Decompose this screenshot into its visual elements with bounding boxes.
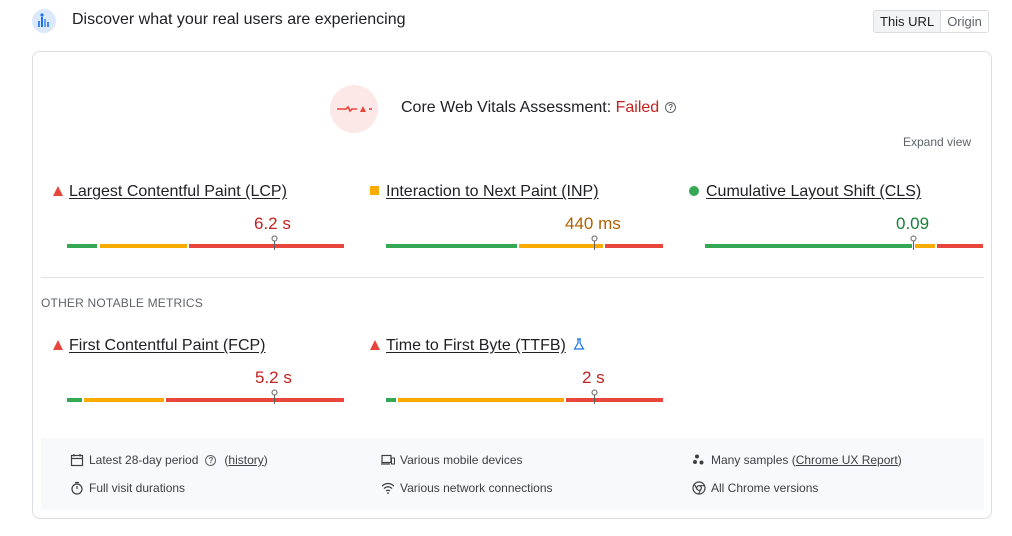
chrome-icon — [692, 481, 706, 495]
section-title: Discover what your real users are experi… — [72, 11, 406, 28]
metric-value: 0.09 — [896, 214, 930, 233]
good-segment — [67, 398, 82, 402]
metric-name[interactable]: First Contentful Paint (FCP) — [69, 337, 266, 354]
history-close: ) — [263, 453, 268, 467]
metric-value: 440 ms — [565, 214, 621, 233]
wifi-icon — [381, 482, 395, 494]
poor-segment — [189, 244, 344, 248]
crux-chart-icon — [32, 9, 56, 33]
needs-improvement-segment — [84, 398, 164, 402]
help-icon[interactable]: ? — [665, 102, 677, 113]
period-info: Latest 28-day period ? (history) — [70, 453, 268, 467]
assessment-status: Failed — [615, 99, 660, 116]
durations-info: Full visit durations — [70, 481, 185, 495]
metric-lcp: Largest Contentful Paint (LCP) 6.2 s — [53, 183, 353, 263]
assessment-label: Core Web Vitals Assessment: — [401, 99, 616, 116]
metric-name[interactable]: Time to First Byte (TTFB) — [386, 337, 566, 354]
this-url-button[interactable]: This URL — [874, 11, 942, 32]
versions-info: All Chrome versions — [692, 481, 818, 495]
metric-name[interactable]: Largest Contentful Paint (LCP) — [69, 183, 287, 200]
red-triangle-icon — [53, 340, 63, 350]
poor-segment — [937, 244, 983, 248]
poor-segment — [166, 398, 344, 402]
samples-icon — [693, 454, 704, 465]
assessment-title: Core Web Vitals Assessment: Failed? — [401, 99, 677, 117]
poor-segment — [605, 244, 663, 248]
needs-improvement-segment — [398, 398, 564, 402]
metric-cls: Cumulative Layout Shift (CLS) 0.09 — [689, 183, 989, 263]
p75-marker — [271, 389, 278, 404]
devices-info: Various mobile devices — [381, 453, 523, 467]
data-summary-footer: Latest 28-day period ? (history) Full vi… — [41, 438, 984, 510]
metric-fcp: First Contentful Paint (FCP) 5.2 s — [53, 337, 353, 417]
metric-ttfb: Time to First Byte (TTFB) 2 s — [370, 337, 670, 417]
devices-icon — [381, 454, 395, 465]
samples-suffix: ) — [897, 453, 902, 467]
other-metrics-heading: OTHER NOTABLE METRICS — [41, 296, 203, 310]
metric-name[interactable]: Cumulative Layout Shift (CLS) — [706, 183, 922, 200]
orange-square-icon — [370, 186, 379, 195]
origin-button[interactable]: Origin — [941, 11, 988, 32]
beaker-icon — [573, 338, 585, 350]
green-circle-icon — [689, 186, 699, 196]
help-icon[interactable]: ? — [205, 454, 217, 466]
good-segment — [705, 244, 912, 248]
network-info: Various network connections — [381, 481, 553, 495]
stopwatch-icon — [71, 481, 83, 495]
needs-improvement-segment — [519, 244, 603, 248]
network-text: Various network connections — [400, 481, 553, 495]
good-segment — [386, 244, 517, 248]
needs-improvement-segment — [915, 244, 935, 248]
good-segment — [386, 398, 396, 402]
divider — [41, 277, 984, 278]
calendar-icon — [70, 454, 84, 467]
p75-marker — [591, 235, 598, 250]
history-open: ( — [224, 453, 229, 467]
p75-marker — [591, 389, 598, 404]
failed-assessment-icon — [330, 85, 378, 133]
samples-prefix: Many samples ( — [711, 453, 796, 467]
url-origin-toggle: This URL Origin — [873, 10, 989, 33]
metric-value: 5.2 s — [255, 368, 292, 387]
durations-text: Full visit durations — [89, 481, 186, 495]
expand-view-link[interactable]: Expand view — [903, 135, 972, 149]
field-data-card: Core Web Vitals Assessment: Failed? Expa… — [32, 51, 992, 519]
p75-marker — [271, 235, 278, 250]
poor-segment — [566, 398, 663, 402]
red-triangle-icon — [370, 340, 380, 350]
history-link[interactable]: history — [228, 453, 264, 467]
red-triangle-icon — [53, 186, 63, 196]
period-text: Latest 28-day period — [89, 453, 199, 467]
versions-text: All Chrome versions — [711, 481, 819, 495]
devices-text: Various mobile devices — [400, 453, 523, 467]
metric-value: 2 s — [582, 368, 605, 387]
metric-value: 6.2 s — [254, 214, 291, 233]
metric-name[interactable]: Interaction to Next Paint (INP) — [386, 183, 599, 200]
crux-report-link[interactable]: Chrome UX Report — [795, 453, 898, 467]
p75-marker — [910, 235, 917, 250]
needs-improvement-segment — [100, 244, 187, 248]
metric-inp: Interaction to Next Paint (INP) 440 ms — [370, 183, 670, 263]
good-segment — [67, 244, 97, 248]
samples-info: Many samples (Chrome UX Report) — [692, 453, 902, 467]
